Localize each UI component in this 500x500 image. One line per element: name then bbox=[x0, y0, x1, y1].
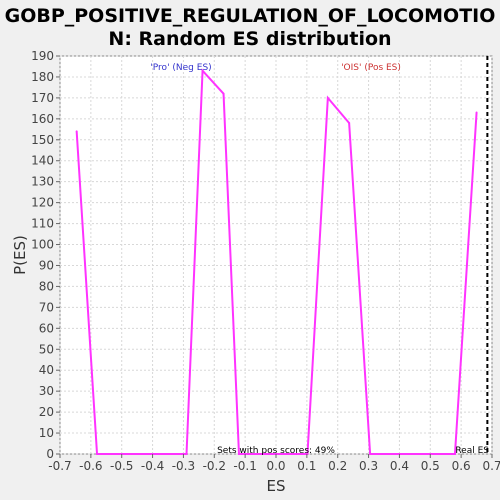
data-point bbox=[369, 453, 372, 455]
y-tick-label: 180 bbox=[31, 70, 54, 84]
pos-es-annotation: 'OIS' (Pos ES) bbox=[341, 63, 401, 73]
y-tick-label: 160 bbox=[31, 112, 54, 126]
sets-annotation: Sets with pos scores: 49% bbox=[217, 446, 335, 456]
data-point bbox=[453, 453, 456, 455]
x-tick-label: -0.2 bbox=[203, 459, 226, 473]
x-tick-label: 0.2 bbox=[328, 459, 347, 473]
data-point bbox=[237, 453, 240, 455]
y-tick-label: 130 bbox=[31, 175, 54, 189]
y-tick-label: 150 bbox=[31, 133, 54, 147]
x-tick-label: -0.6 bbox=[79, 459, 102, 473]
data-point bbox=[96, 453, 99, 455]
y-tick-label: 90 bbox=[39, 258, 54, 272]
data-point bbox=[185, 453, 188, 455]
x-tick-label: 0.6 bbox=[452, 459, 471, 473]
y-tick-label: 50 bbox=[39, 342, 54, 356]
x-tick-label: -0.3 bbox=[172, 459, 195, 473]
y-tick-label: 80 bbox=[39, 279, 54, 293]
data-point bbox=[348, 122, 351, 125]
neg-es-annotation: 'Pro' (Neg ES) bbox=[150, 63, 211, 73]
data-point bbox=[75, 130, 78, 133]
y-tick-label: 100 bbox=[31, 238, 54, 252]
y-tick-label: 60 bbox=[39, 321, 54, 335]
y-tick-label: 140 bbox=[31, 154, 54, 168]
data-point bbox=[475, 111, 478, 114]
y-tick-label: 0 bbox=[46, 447, 54, 461]
y-tick-label: 120 bbox=[31, 196, 54, 210]
y-tick-label: 110 bbox=[31, 217, 54, 231]
y-tick-label: 190 bbox=[31, 49, 54, 63]
chart-title-line-1: GOBP_POSITIVE_REGULATION_OF_LOCOMOTIO bbox=[5, 5, 496, 27]
y-axis-label: P(ES) bbox=[11, 235, 29, 275]
plot-area bbox=[59, 55, 493, 455]
y-tick-label: 40 bbox=[39, 363, 54, 377]
data-point bbox=[326, 96, 329, 99]
x-tick-label: -0.4 bbox=[141, 459, 164, 473]
y-tick-label: 170 bbox=[31, 91, 54, 105]
x-tick-label: -0.5 bbox=[110, 459, 133, 473]
y-tick-label: 30 bbox=[39, 384, 54, 398]
data-point bbox=[201, 69, 204, 72]
grid bbox=[59, 55, 493, 455]
x-tick-label: 0.1 bbox=[297, 459, 316, 473]
x-tick-label: -0.1 bbox=[233, 459, 256, 473]
x-axis-label: ES bbox=[267, 477, 286, 495]
x-tick-label: 0.5 bbox=[421, 459, 440, 473]
y-tick-label: 10 bbox=[39, 426, 54, 440]
chart-title-line-2: N: Random ES distribution bbox=[108, 28, 391, 50]
x-tick-label: 0.3 bbox=[359, 459, 378, 473]
y-tick-label: 70 bbox=[39, 300, 54, 314]
tick-layer: 0 10 20 30 40 50 60 70 80 90 100 110 120 130 140 150 160… bbox=[31, 49, 500, 473]
real-es-annotation: Real ES bbox=[455, 446, 489, 456]
y-tick-label: 20 bbox=[39, 405, 54, 419]
x-tick-label: 0.7 bbox=[482, 459, 500, 473]
data-point bbox=[222, 92, 225, 95]
x-tick-label: 0.4 bbox=[390, 459, 409, 473]
x-tick-label: 0.0 bbox=[266, 459, 285, 473]
x-tick-label: -0.7 bbox=[48, 459, 71, 473]
